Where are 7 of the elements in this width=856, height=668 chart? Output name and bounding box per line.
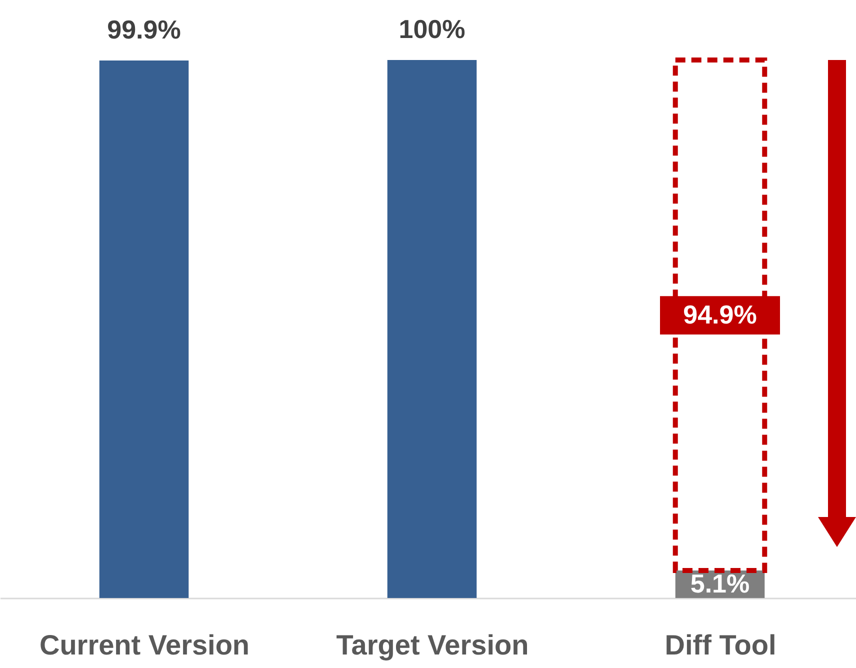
x-tick-label: Diff Tool xyxy=(664,630,776,660)
data-label: 100% xyxy=(398,14,466,44)
data-label: 99.9% xyxy=(107,14,181,45)
x-tick-label: Current Version xyxy=(39,630,250,660)
data-label: 94.9% xyxy=(683,299,757,330)
data-label: 5.1% xyxy=(690,568,750,598)
x-tick-label: Target Version xyxy=(336,630,529,660)
